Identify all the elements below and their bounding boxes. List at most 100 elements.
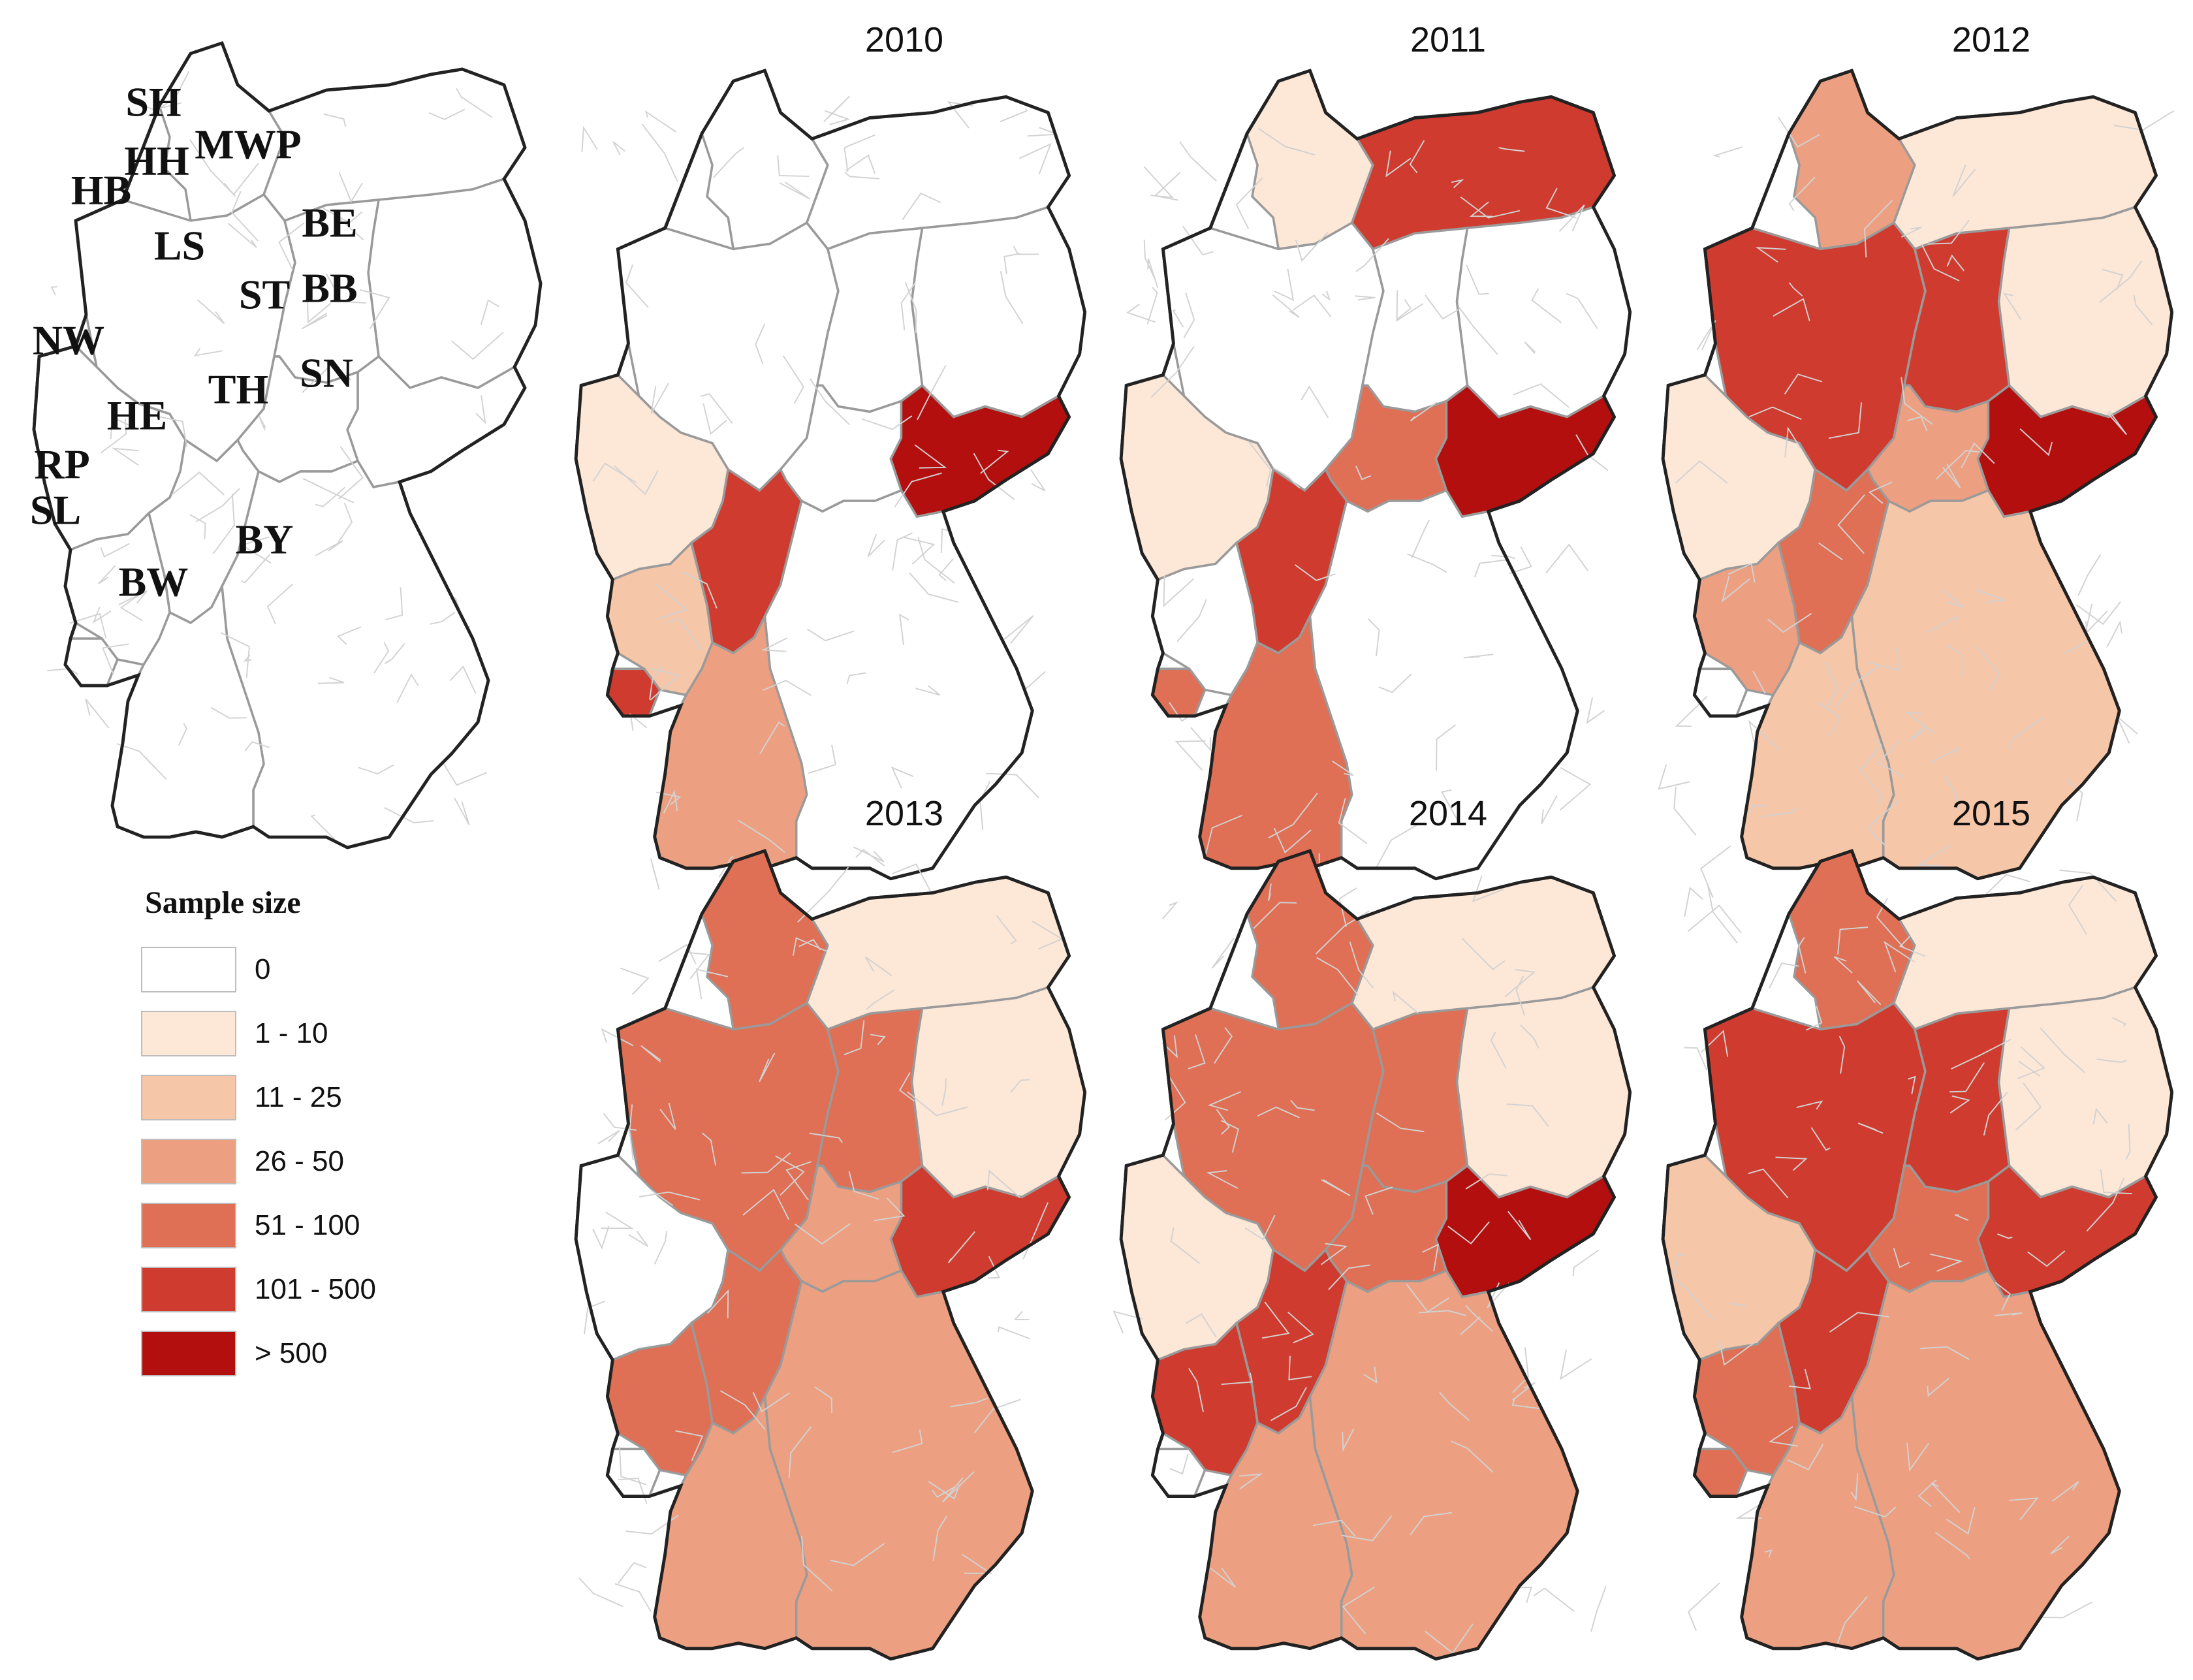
district-boundary [307,300,332,324]
district-boundary [892,532,913,571]
district-boundary [1927,219,1970,245]
district-boundary [1931,1482,1961,1514]
district-boundary [1179,141,1217,182]
district-boundary [1908,723,1927,742]
district-boundary [1796,1100,1823,1110]
map-2013 [574,849,1087,1661]
district-boundary [223,163,259,196]
district-boundary [1161,901,1179,920]
state-st [1361,227,1469,413]
district-boundary [655,791,682,806]
district-boundary [69,612,107,639]
district-boundary [2112,1017,2127,1027]
district-boundary [719,1390,766,1431]
district-boundary [1907,416,1928,432]
district-boundary [385,643,405,664]
district-boundary [1183,292,1195,339]
district-boundary [1566,293,1598,329]
district-boundary [1935,449,1980,480]
district-boundary [1163,575,1194,608]
district-boundary [950,1397,988,1408]
district-boundary [189,514,206,539]
district-boundary [1688,1582,1720,1632]
district-boundary [338,172,363,203]
state-bb [367,177,542,390]
district-boundary [384,807,434,824]
district-boundary [855,848,885,867]
district-boundary [1512,1382,1536,1401]
district-boundary [2077,554,2102,596]
district-boundary [998,1326,1030,1340]
district-boundary [695,968,729,1000]
district-boundary [891,766,914,789]
district-boundary [584,1301,605,1335]
district-boundary [1221,1372,1254,1386]
district-boundary [50,286,57,295]
district-boundary [1268,883,1272,902]
district-boundary [1837,927,1869,955]
district-boundary [1487,1282,1510,1308]
district-boundary [986,1169,1020,1198]
district-boundary [1818,702,1841,736]
district-boundary [442,762,488,786]
district-boundary [650,667,681,701]
district-boundary [1748,1168,1789,1199]
district-boundary [795,1223,851,1245]
district-boundary [2116,716,2138,744]
district-boundary [759,721,785,755]
district-boundary [1861,738,1882,769]
district-boundary [700,393,733,424]
district-boundary [1818,542,1843,560]
district-boundary [1425,294,1459,320]
legend-label: > 500 [255,1337,328,1369]
district-boundary [578,1577,623,1608]
district-boundary [617,1562,647,1584]
district-boundary [1946,254,1965,272]
district-boundary [797,866,849,923]
district-boundary [240,536,272,564]
state-code-sh: SH [125,79,181,125]
district-boundary [1784,373,1823,395]
district-boundary [1893,1248,1910,1269]
district-boundary [258,415,266,431]
district-boundary [1018,142,1052,175]
district-boundary [310,814,343,848]
district-boundary [891,863,932,894]
district-boundary [2106,620,2122,648]
district-boundary [1805,1006,1823,1031]
district-boundary [1515,975,1526,1016]
legend-item-2: 11 - 25 [138,1075,478,1127]
district-boundary [1378,673,1412,693]
country-border [32,40,543,849]
district-boundary [1946,644,1963,677]
district-boundary [1126,304,1156,323]
legend-label: 101 - 500 [255,1273,376,1305]
district-boundary [1906,1442,1930,1472]
district-boundary [742,1188,790,1220]
district-boundary [315,486,345,507]
district-boundary [302,477,355,503]
district-boundary [1332,760,1354,776]
district-boundary [655,583,688,620]
district-boundary [1190,727,1211,752]
state-code-rp: RP [34,441,89,488]
district-boundary [1788,176,1816,212]
district-boundary [1410,401,1438,422]
district-boundary [1995,1312,2023,1316]
district-boundary [706,1289,729,1319]
district-boundary [1273,827,1312,854]
district-boundary [667,618,702,650]
figure-stage: SH HH MWP HB LS BE ST BB NW SN TH HE RP SL BY BW 2010 201… [30,20,2175,1661]
district-boundary [644,110,676,133]
district-boundary [601,1028,634,1047]
district-boundary [980,449,1009,474]
district-boundary [915,685,941,696]
district-boundary [1748,720,1780,751]
district-boundary [1867,800,1899,846]
district-boundary [775,1155,805,1196]
district-boundary [449,665,477,694]
district-boundary [1154,172,1180,201]
district-boundary [1407,553,1447,573]
district-boundary [1465,1305,1493,1332]
district-boundary [2009,1497,2039,1521]
